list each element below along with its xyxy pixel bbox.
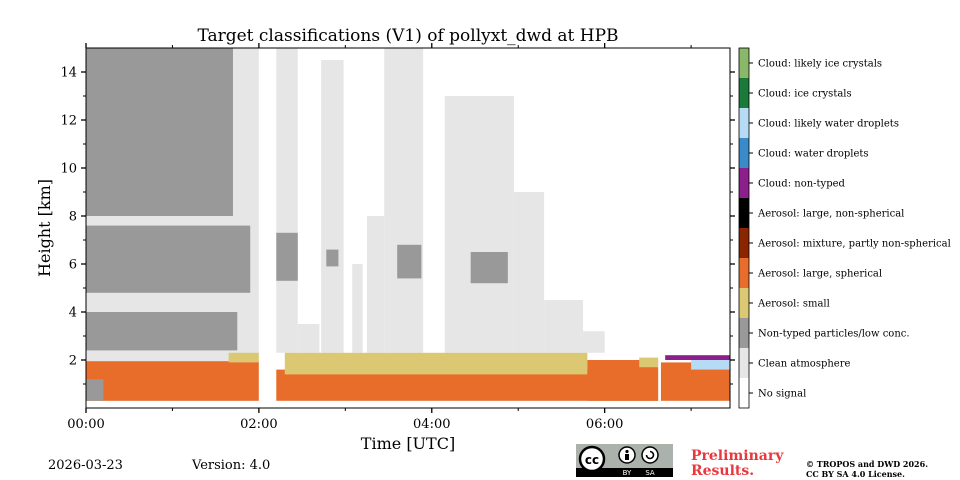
classification-region	[284, 352, 588, 375]
colorbar-swatch	[739, 78, 749, 108]
classification-region	[276, 48, 298, 353]
x-axis: 00:00 02:00 04:00 06:00	[67, 43, 692, 432]
colorbar-label: Aerosol: large, non-spherical	[757, 209, 904, 220]
classification-region	[513, 192, 545, 353]
classification-region	[86, 379, 104, 401]
colorbar-label: Cloud: likely ice crystals	[758, 59, 882, 70]
colorbar-label: Cloud: non-typed	[758, 179, 846, 190]
colorbar-swatch	[739, 228, 749, 258]
classification-region	[321, 60, 344, 353]
colorbar-label: Cloud: water droplets	[758, 149, 869, 160]
classification-region	[297, 324, 320, 353]
classification-region	[639, 357, 659, 368]
x-tick-label: 06:00	[586, 417, 623, 432]
colorbar-swatch	[739, 168, 749, 198]
y-tick-label: 14	[60, 66, 77, 81]
colorbar-swatch	[739, 138, 749, 168]
classification-region	[86, 361, 259, 401]
by-text: BY	[623, 469, 632, 477]
y-tick-label: 2	[69, 354, 77, 369]
colorbar-label: Aerosol: mixture, partly non-spherical	[757, 239, 951, 250]
copyright-line-1: © TROPOS and DWD 2026.	[806, 459, 928, 469]
data-gap	[258, 48, 277, 408]
colorbar-label: Cloud: likely water droplets	[758, 119, 899, 130]
colorbar-swatch	[739, 288, 749, 318]
colorbar-legend: No signal Clean atmosphere Non-typed parti…	[738, 47, 951, 409]
cc-icon: cc	[585, 453, 599, 467]
sa-text: SA	[645, 469, 655, 477]
colorbar-swatch	[739, 348, 749, 378]
classification-region	[86, 48, 233, 216]
colorbar-swatch	[739, 48, 749, 78]
colorbar-swatch	[739, 258, 749, 288]
colorbar-swatch	[739, 378, 749, 408]
x-tick-label: 00:00	[67, 417, 104, 432]
date-label: 2026-03-23	[48, 458, 123, 473]
classification-region	[366, 216, 385, 353]
colorbar-swatch	[739, 318, 749, 348]
plot-area	[85, 47, 731, 409]
y-axis: 2 4 6 8 10 12 14	[60, 66, 735, 385]
copyright-line-2: CC BY SA 4.0 License.	[806, 469, 905, 479]
classification-region	[86, 225, 251, 293]
colorbar-label: Non-typed particles/low conc.	[758, 329, 910, 340]
cc-by-sa-badge: cc BY SA	[576, 444, 673, 477]
classification-region	[276, 232, 298, 281]
y-tick-label: 6	[69, 258, 77, 273]
colorbar-label: Cloud: ice crystals	[758, 89, 852, 100]
preliminary-results-label: Preliminary Results.	[691, 448, 784, 479]
colorbar-label: Aerosol: large, spherical	[757, 269, 882, 280]
x-axis-label: Time [UTC]	[361, 434, 455, 453]
classification-region	[86, 312, 238, 351]
y-tick-label: 4	[69, 306, 77, 321]
classification-region	[691, 357, 730, 370]
colorbar-swatch	[739, 198, 749, 228]
version-label: Version: 4.0	[192, 458, 271, 473]
copyright-notice: © TROPOS and DWD 2026. CC BY SA 4.0 Lice…	[806, 459, 956, 479]
classification-region	[544, 300, 584, 353]
y-tick-label: 10	[60, 162, 77, 177]
y-tick-label: 8	[69, 210, 77, 225]
sa-icon	[641, 446, 659, 464]
chart-title: Target classifications (V1) of pollyxt_d…	[197, 26, 618, 46]
classification-region	[470, 252, 508, 284]
classification-region	[326, 249, 339, 267]
colorbar-frame	[738, 47, 750, 409]
classification-region	[444, 96, 514, 353]
classification-region	[583, 331, 605, 353]
colorbar-swatch	[739, 108, 749, 138]
classification-region	[352, 264, 363, 353]
y-tick-label: 12	[60, 114, 77, 129]
y-axis-label: Height [km]	[35, 179, 54, 277]
colorbar-label: No signal	[758, 389, 806, 400]
colorbar-label: Aerosol: small	[757, 299, 830, 310]
plot-frame	[85, 47, 731, 409]
classification-region	[665, 355, 730, 360]
x-tick-label: 02:00	[240, 417, 277, 432]
classification-region	[228, 352, 259, 363]
classification-region	[384, 48, 424, 353]
classification-region	[397, 244, 422, 279]
colorbar-label: Clean atmosphere	[758, 359, 851, 370]
data-gap	[658, 48, 661, 408]
x-tick-label: 04:00	[413, 417, 450, 432]
